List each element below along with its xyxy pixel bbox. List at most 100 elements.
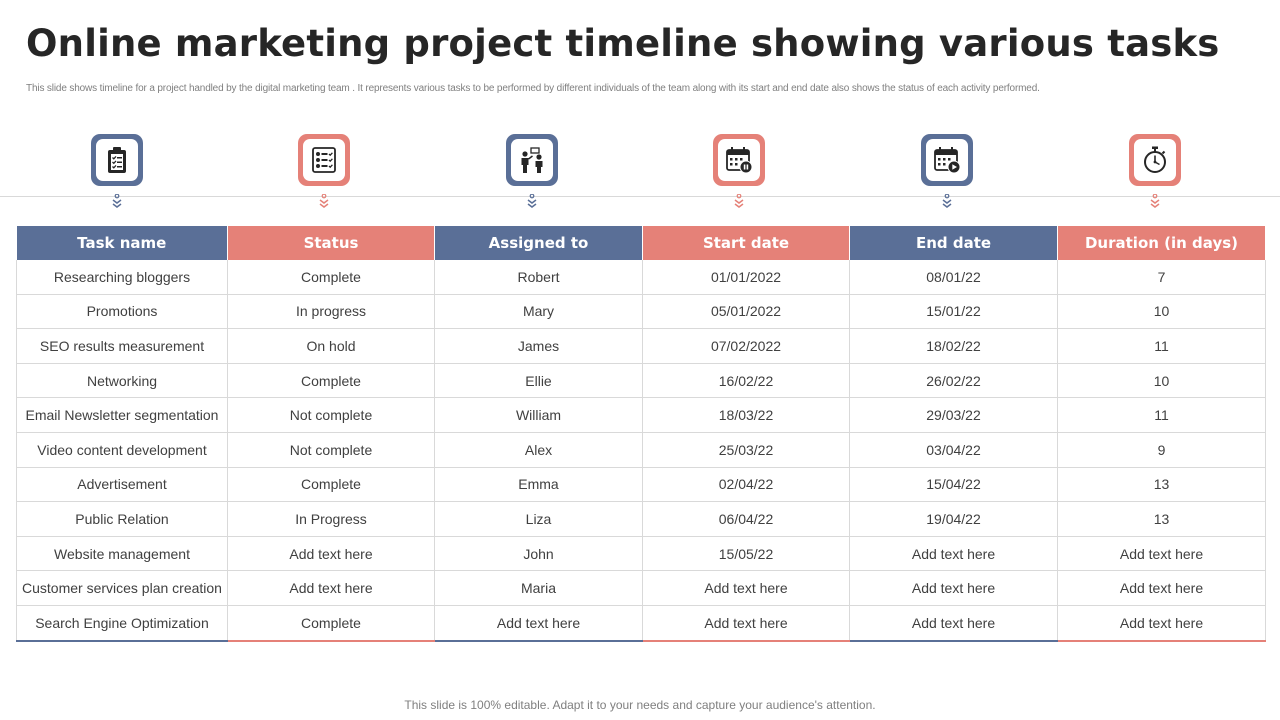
- status-cell: Add text here: [227, 570, 435, 606]
- start-date-cell: Add text here: [642, 605, 850, 642]
- start-date-cell: 25/03/22: [642, 432, 850, 468]
- table-row: Website management Add text here John 15/05…: [16, 536, 1266, 572]
- duration-cell: 10: [1057, 363, 1266, 399]
- assigned-to-cell: Alex: [434, 432, 643, 468]
- end-date-cell: 29/03/22: [849, 397, 1058, 433]
- table-row: Email Newsletter segmentation Not complet…: [16, 397, 1266, 433]
- end-date-cell: 03/04/22: [849, 432, 1058, 468]
- end-date-cell: 15/04/22: [849, 467, 1058, 503]
- presenter-audience-icon: [521, 147, 543, 173]
- table-row: Public Relation In Progress Liza 06/04/22 19…: [16, 501, 1266, 537]
- header-duration: Duration (in days): [1057, 226, 1266, 260]
- task-name-cell: Promotions: [16, 294, 228, 330]
- duration-cell: 9: [1057, 432, 1266, 468]
- assigned-to-cell: Emma: [434, 467, 643, 503]
- icon-tile: [713, 134, 765, 186]
- table-row: Customer services plan creation Add text …: [16, 570, 1266, 606]
- task-name-cell: Email Newsletter segmentation: [16, 397, 228, 433]
- double-chevron-down-icon: [942, 194, 952, 208]
- task-name-cell: Customer services plan creation: [16, 570, 228, 606]
- header-task-name: Task name: [16, 226, 228, 260]
- calendar-pause-icon: [726, 147, 753, 174]
- start-date-cell: 18/03/22: [642, 397, 850, 433]
- task-timeline-table: Task name Status Assigned to Start date …: [16, 226, 1266, 642]
- icon-column-1: [91, 134, 143, 208]
- table-row: Researching bloggers Complete Robert 01/01/…: [16, 260, 1266, 295]
- table-row: SEO results measurement On hold James 07/02…: [16, 328, 1266, 364]
- icon-divider-line: [0, 196, 1280, 197]
- end-date-cell: 26/02/22: [849, 363, 1058, 399]
- double-chevron-down-icon: [112, 194, 122, 208]
- icon-column-4: [713, 134, 765, 208]
- assigned-to-cell: James: [434, 328, 643, 364]
- table-row: Advertisement Complete Emma 02/04/22 15/04/2…: [16, 467, 1266, 503]
- end-date-cell: Add text here: [849, 605, 1058, 642]
- assigned-to-cell: Add text here: [434, 605, 643, 642]
- assigned-to-cell: John: [434, 536, 643, 572]
- icon-column-3: [506, 134, 558, 208]
- icon-tile: [91, 134, 143, 186]
- task-name-cell: Public Relation: [16, 501, 228, 537]
- end-date-cell: 08/01/22: [849, 260, 1058, 295]
- task-name-cell: Website management: [16, 536, 228, 572]
- end-date-cell: Add text here: [849, 536, 1058, 572]
- icon-tile: [921, 134, 973, 186]
- start-date-cell: 16/02/22: [642, 363, 850, 399]
- icon-tile: [298, 134, 350, 186]
- table-header-row: Task name Status Assigned to Start date …: [16, 226, 1266, 260]
- task-list-icon: [312, 147, 336, 173]
- icon-column-5: [921, 134, 973, 208]
- duration-cell: 13: [1057, 467, 1266, 503]
- task-name-cell: Researching bloggers: [16, 260, 228, 295]
- start-date-cell: 05/01/2022: [642, 294, 850, 330]
- assigned-to-cell: Liza: [434, 501, 643, 537]
- status-cell: Not complete: [227, 397, 435, 433]
- task-name-cell: Advertisement: [16, 467, 228, 503]
- start-date-cell: Add text here: [642, 570, 850, 606]
- task-name-cell: Search Engine Optimization: [16, 605, 228, 642]
- header-start-date: Start date: [642, 226, 850, 260]
- calendar-play-icon: [934, 147, 961, 174]
- icon-column-6: [1129, 134, 1181, 208]
- double-chevron-down-icon: [319, 194, 329, 208]
- status-cell: Complete: [227, 467, 435, 503]
- assigned-to-cell: Maria: [434, 570, 643, 606]
- slide-subtitle: This slide shows timeline for a project …: [26, 83, 1040, 94]
- slide-title: Online marketing project timeline showin…: [26, 22, 1220, 65]
- status-cell: Complete: [227, 363, 435, 399]
- double-chevron-down-icon: [1150, 194, 1160, 208]
- task-name-cell: Networking: [16, 363, 228, 399]
- icon-tile: [1129, 134, 1181, 186]
- duration-cell: Add text here: [1057, 570, 1266, 606]
- task-name-cell: SEO results measurement: [16, 328, 228, 364]
- end-date-cell: 18/02/22: [849, 328, 1058, 364]
- start-date-cell: 06/04/22: [642, 501, 850, 537]
- duration-cell: 11: [1057, 328, 1266, 364]
- status-cell: Add text here: [227, 536, 435, 572]
- start-date-cell: 07/02/2022: [642, 328, 850, 364]
- status-cell: Not complete: [227, 432, 435, 468]
- start-date-cell: 01/01/2022: [642, 260, 850, 295]
- duration-cell: 10: [1057, 294, 1266, 330]
- header-assigned-to: Assigned to: [434, 226, 643, 260]
- assigned-to-cell: William: [434, 397, 643, 433]
- start-date-cell: 15/05/22: [642, 536, 850, 572]
- stopwatch-icon: [1144, 146, 1166, 173]
- task-name-cell: Video content development: [16, 432, 228, 468]
- slide-footer: This slide is 100% editable. Adapt it to…: [404, 698, 876, 712]
- end-date-cell: 19/04/22: [849, 501, 1058, 537]
- status-cell: Complete: [227, 260, 435, 295]
- table-row: Promotions In progress Mary 05/01/2022 15/01…: [16, 294, 1266, 330]
- assigned-to-cell: Ellie: [434, 363, 643, 399]
- icon-column-2: [298, 134, 350, 208]
- table-row: Networking Complete Ellie 16/02/22 26/02/22 1…: [16, 363, 1266, 399]
- clipboard-checklist-icon: [108, 147, 126, 173]
- status-cell: On hold: [227, 328, 435, 364]
- end-date-cell: 15/01/22: [849, 294, 1058, 330]
- status-cell: In Progress: [227, 501, 435, 537]
- table-row: Video content development Not complete Ale…: [16, 432, 1266, 468]
- table-row: Search Engine Optimization Complete Add te…: [16, 605, 1266, 642]
- status-cell: Complete: [227, 605, 435, 642]
- status-cell: In progress: [227, 294, 435, 330]
- assigned-to-cell: Robert: [434, 260, 643, 295]
